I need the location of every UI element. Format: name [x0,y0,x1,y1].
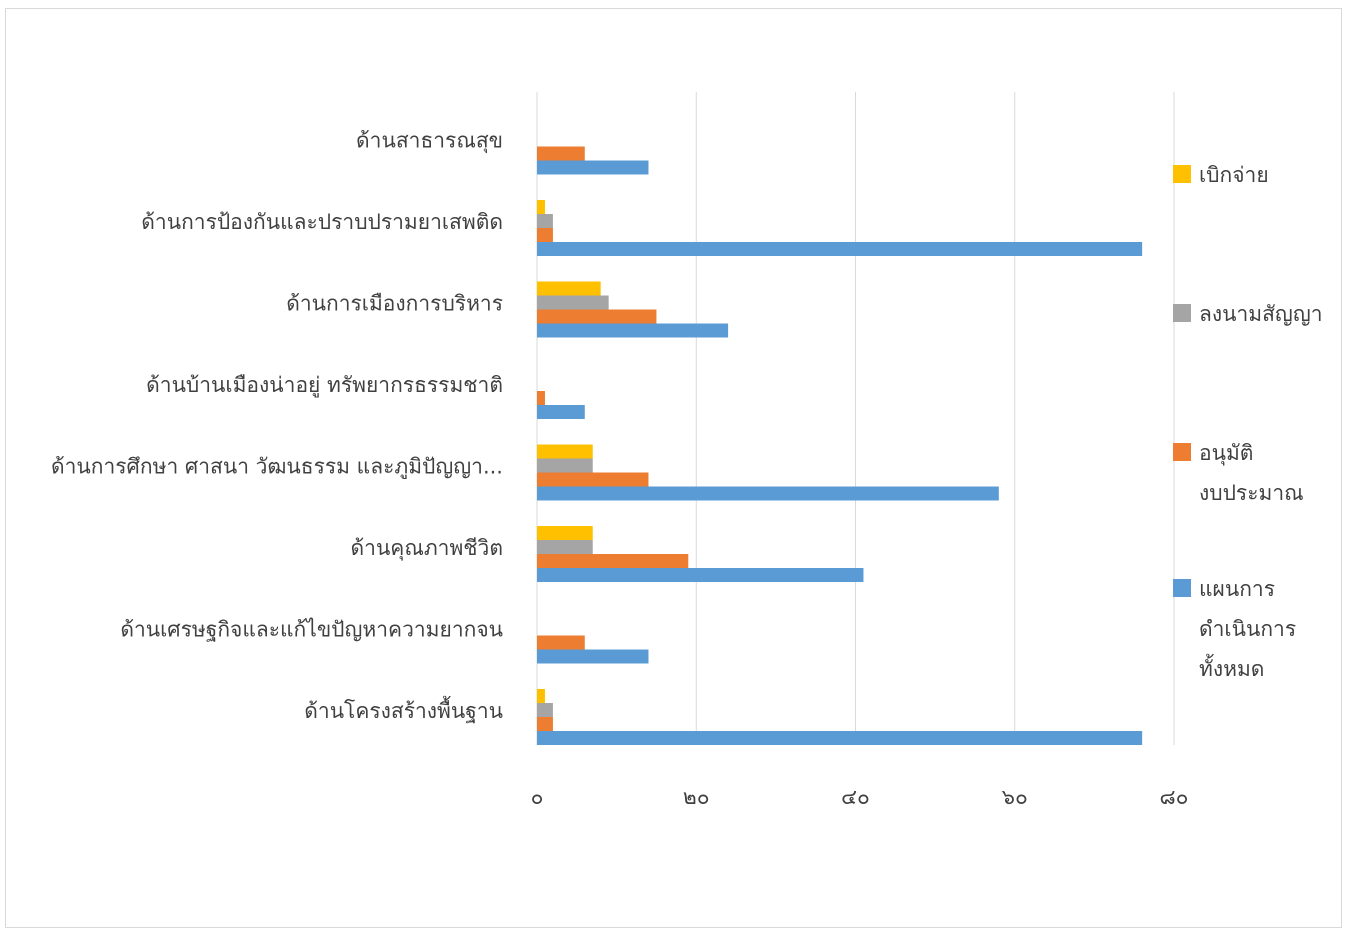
category-label-0: ด้านสาธารณสุข [356,129,503,154]
category-label-5: ด้านคุณภาพชีวิต [351,536,503,561]
bar-2-1 [537,295,609,310]
legend-swatch-2 [1173,443,1191,461]
gridlines [536,92,1175,745]
category-label-2: ด้านการเมืองการบริหาร [286,292,503,316]
category-labels: ด้านสาธารณสุขด้านการป้องกันและปราบปรามยา… [51,129,503,724]
legend-swatch-0 [1173,165,1191,183]
category-label-1: ด้านการป้องกันและปราบปรามยาเสพติด [141,210,503,234]
category-label-6: ด้านเศรษฐกิจและแก้ไขปัญหาความยากจน [120,618,503,642]
x-tick-label-3: ๖๐ [1002,785,1028,809]
category-label-7: ด้านโครงสร้างพื้นฐาน [304,696,503,723]
bar-chart: ด้านสาธารณสุขด้านการป้องกันและปราบปรามยา… [51,92,1323,809]
bar-2-2 [537,309,657,324]
category-label-4: ด้านการศึกษา ศาสนา วัฒนธรรม และภูมิปัญญา… [51,455,503,480]
bar-6-2 [537,635,585,650]
chart-frame [5,8,1342,928]
legend-label-0-0: เบิกจ่าย [1199,163,1269,187]
bar-4-2 [537,472,649,487]
bar-4-1 [537,458,593,473]
bar-1-2 [537,228,553,242]
bar-5-0 [537,526,593,540]
bar-1-1 [537,214,553,228]
x-tick-label-2: ๔๐ [841,785,870,809]
bar-7-1 [537,703,553,717]
x-tick-label-0: ๐ [531,785,544,809]
bar-4-3 [537,486,999,501]
bar-3-2 [537,391,545,405]
bar-5-2 [537,554,689,568]
bar-7-3 [537,731,1143,745]
bar-0-2 [537,146,585,161]
x-tick-labels: ๐ ๒๐ ๔๐ ๖๐ ๘๐ [531,785,1189,809]
bar-6-3 [537,649,649,664]
bar-4-0 [537,444,593,459]
bar-7-2 [537,717,553,731]
x-tick-label-4: ๘๐ [1159,785,1188,809]
legend: เบิกจ่ายลงนามสัญญาอนุมัติงบประมาณแผนการด… [1173,163,1323,681]
legend-label-3-0: แผนการ [1199,577,1275,601]
x-tick-label-1: ๒๐ [683,785,710,809]
category-label-3: ด้านบ้านเมืองน่าอยู่ ทรัพยากรธรรมชาติ [146,373,503,398]
bar-5-3 [537,568,864,582]
bar-1-0 [537,200,545,214]
legend-label-3-2: ทั้งหมด [1199,654,1264,681]
legend-label-1-0: ลงนามสัญญา [1199,302,1323,326]
bar-1-3 [537,242,1143,256]
bars [537,146,1143,745]
legend-label-2-0: อนุมัติ [1199,441,1253,466]
bar-2-0 [537,281,601,296]
bar-7-0 [537,689,545,703]
bar-3-3 [537,405,585,419]
legend-swatch-3 [1173,579,1191,597]
legend-label-2-1: งบประมาณ [1199,481,1304,505]
bar-2-3 [537,323,729,338]
bar-5-1 [537,540,593,554]
legend-swatch-1 [1173,304,1191,322]
legend-label-3-1: ดำเนินการ [1199,617,1296,641]
bar-0-3 [537,160,649,175]
